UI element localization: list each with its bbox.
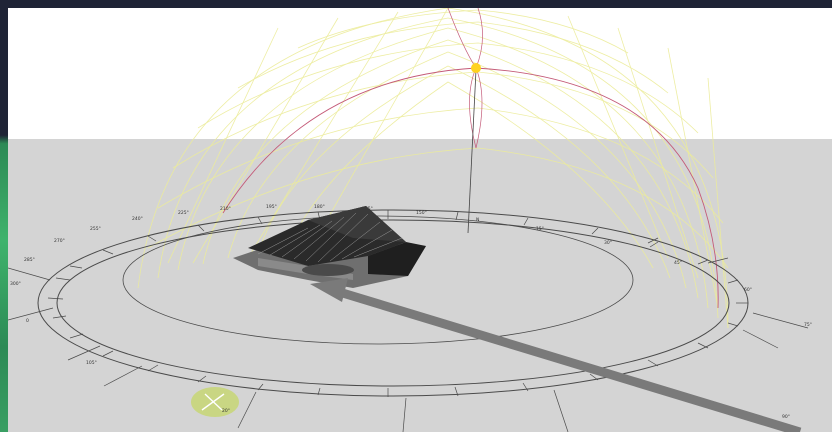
compass-label: 75° <box>804 322 812 328</box>
compass-label: 90° <box>782 414 790 420</box>
building-model[interactable] <box>233 206 426 288</box>
compass-label: 15° <box>536 226 544 232</box>
compass-label: 195° <box>266 204 277 210</box>
gizmo-label: 20° <box>222 408 230 414</box>
compass-label: 240° <box>132 216 143 222</box>
sun-ray-line <box>467 69 477 234</box>
window-top-bar <box>0 0 832 8</box>
direction-arrow[interactable] <box>310 278 802 432</box>
compass-label: 180° <box>314 204 325 210</box>
compass-label: 150° <box>416 210 427 216</box>
compass-label: 270° <box>54 238 65 244</box>
compass-label: 60° <box>744 287 752 293</box>
sky-background <box>8 8 832 139</box>
scene-canvas[interactable]: 0 300° 285° 270° 255° 240° 225° 210° 195… <box>8 8 832 432</box>
move-gizmo-icon[interactable]: 20° <box>191 387 239 417</box>
compass-ring <box>8 209 809 432</box>
compass-label: 225° <box>178 210 189 216</box>
compass-label: 30° <box>604 240 612 246</box>
compass-label: 255° <box>90 226 101 232</box>
compass-label: 45° <box>674 260 682 266</box>
compass-label: 105° <box>86 360 97 366</box>
3d-viewport[interactable]: 0 300° 285° 270° 255° 240° 225° 210° 195… <box>8 8 832 432</box>
compass-label: 300° <box>10 281 21 287</box>
compass-label: 0 <box>26 318 29 324</box>
compass-label: N <box>476 217 479 223</box>
sun-path-dome <box>137 8 729 329</box>
sun-path-arc <box>222 67 719 309</box>
compass-label: 210° <box>220 206 231 212</box>
compass-label: 285° <box>24 257 35 263</box>
side-strip <box>0 8 8 432</box>
sun-icon[interactable] <box>471 63 481 73</box>
analemma-curve <box>447 8 483 149</box>
